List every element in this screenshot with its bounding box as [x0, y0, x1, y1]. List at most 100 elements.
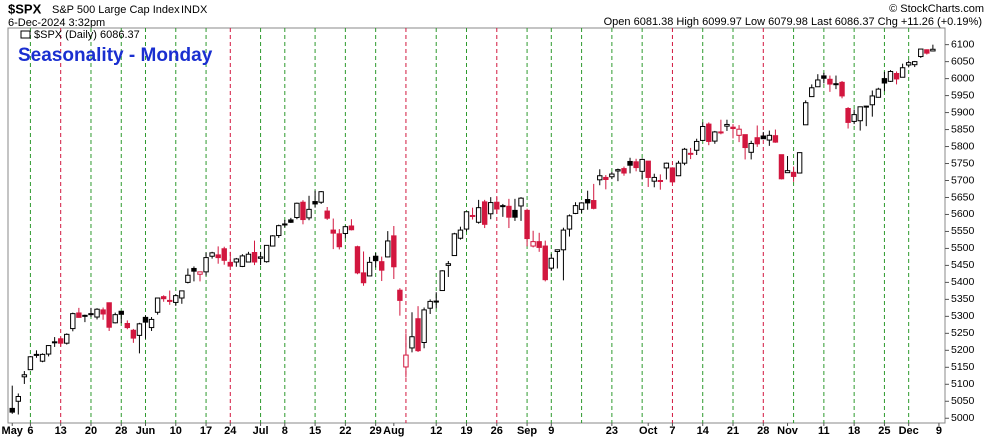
body	[197, 271, 203, 275]
body	[790, 171, 797, 177]
body	[167, 299, 173, 302]
body	[488, 202, 494, 215]
body	[64, 333, 70, 344]
body	[609, 173, 615, 178]
body	[227, 261, 233, 267]
body	[718, 131, 724, 134]
x-tick-label: 9	[548, 425, 554, 437]
x-tick-label: Oct	[639, 425, 658, 437]
x-tick-label: 28	[757, 425, 769, 437]
body	[439, 270, 445, 292]
body	[778, 154, 785, 180]
quote: Open 6081.38 High 6099.97 Low 6079.98 La…	[604, 16, 982, 28]
body	[366, 261, 373, 277]
body	[45, 345, 52, 355]
x-tick-label: Sep	[517, 425, 537, 437]
body	[754, 137, 760, 145]
body	[869, 95, 876, 106]
body	[385, 240, 391, 258]
body	[518, 197, 524, 207]
exchange: INDX	[181, 4, 208, 16]
x-tick-label: 14	[697, 425, 710, 437]
body	[506, 205, 512, 218]
body	[427, 300, 433, 309]
body	[294, 202, 300, 219]
body	[918, 48, 924, 58]
body	[372, 255, 379, 262]
x-tick-label: 24	[224, 425, 237, 437]
body	[512, 209, 518, 218]
x-tick-label: 7	[669, 425, 675, 437]
body	[693, 140, 700, 151]
body	[257, 256, 264, 259]
candles	[9, 44, 936, 415]
body	[681, 148, 688, 164]
body	[415, 318, 421, 352]
body	[772, 135, 779, 143]
body	[463, 211, 470, 230]
body	[736, 128, 742, 136]
body	[675, 162, 682, 177]
y-tick-label: 5650	[951, 191, 975, 203]
x-tick-label: 12	[430, 425, 442, 437]
body	[403, 354, 409, 368]
body	[475, 207, 482, 223]
body	[100, 309, 106, 315]
x-tick-label: Dec	[899, 425, 919, 437]
body	[360, 272, 367, 284]
timestamp: 6-Dec-2024 3:32pm	[8, 17, 105, 29]
body	[191, 267, 197, 272]
body	[130, 329, 137, 339]
body	[112, 314, 118, 324]
y-tick-label: 5350	[951, 293, 975, 305]
body	[821, 75, 827, 79]
body	[899, 67, 906, 78]
body	[336, 233, 343, 248]
x-tick-label: 9	[936, 425, 942, 437]
body	[657, 179, 664, 182]
y-tick-label: 5450	[951, 259, 975, 271]
index-name: S&P 500 Large Cap Index	[52, 4, 180, 16]
body	[724, 123, 730, 127]
body	[815, 79, 821, 88]
body	[15, 396, 21, 402]
y-tick-label: 5550	[951, 225, 975, 237]
x-tick-label: 26	[491, 425, 503, 437]
body	[651, 176, 657, 182]
body	[566, 215, 573, 230]
y-tick-label: 5850	[951, 123, 975, 135]
body	[615, 169, 621, 172]
body	[94, 308, 100, 318]
body	[930, 48, 936, 52]
body	[148, 318, 155, 329]
x-tick-label: 13	[55, 425, 67, 437]
y-tick-label: 5050	[951, 395, 975, 407]
body	[330, 229, 336, 234]
x-tick-label: 10	[170, 425, 182, 437]
x-tick-label: Nov	[777, 425, 799, 437]
body	[591, 200, 597, 209]
body	[766, 134, 773, 141]
body	[578, 202, 585, 210]
x-tick-label: 15	[309, 425, 321, 437]
body	[269, 235, 276, 247]
body	[185, 274, 191, 283]
y-tick-label: 5200	[951, 344, 975, 356]
x-tick-label: 21	[727, 425, 739, 437]
body	[839, 81, 845, 97]
body	[21, 374, 28, 378]
body	[179, 290, 185, 299]
body	[209, 252, 215, 257]
body	[118, 310, 124, 315]
x-tick-label: 6	[27, 425, 33, 437]
body	[845, 107, 851, 123]
body	[603, 176, 609, 180]
body	[784, 170, 791, 174]
body	[324, 210, 330, 219]
body	[875, 88, 882, 98]
body	[106, 302, 112, 328]
body	[57, 338, 64, 344]
body	[760, 135, 766, 140]
body	[548, 257, 555, 269]
body	[451, 233, 458, 257]
